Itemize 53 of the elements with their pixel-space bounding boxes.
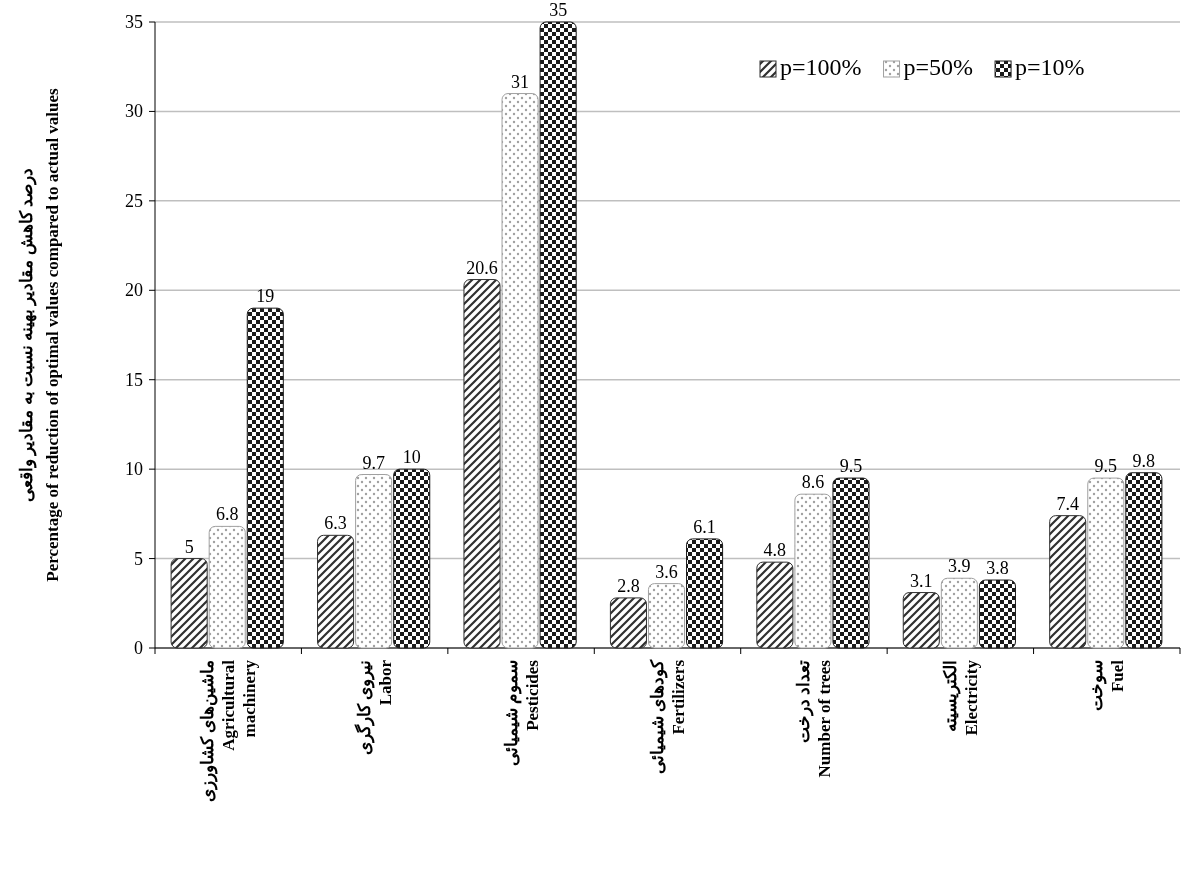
bar — [756, 561, 794, 649]
bar — [794, 493, 832, 649]
data-label: 10 — [402, 447, 421, 468]
data-label: 4.8 — [763, 540, 787, 561]
data-label: 9.5 — [839, 456, 863, 477]
bar — [1087, 477, 1125, 649]
bar — [686, 538, 724, 649]
bar — [539, 21, 577, 649]
bar — [208, 525, 246, 649]
bar — [647, 583, 686, 649]
y-tick-label: 25 — [125, 190, 143, 211]
data-label: 9.8 — [1132, 450, 1156, 471]
data-label: 6.3 — [324, 513, 347, 534]
y-tick-label: 10 — [125, 459, 143, 480]
data-label: 3.8 — [986, 558, 1009, 579]
data-label: 3.6 — [655, 561, 678, 582]
data-label: 8.6 — [801, 472, 825, 493]
data-label: 3.1 — [910, 570, 933, 591]
data-label: 2.8 — [617, 575, 640, 596]
legend-label: p=10% — [1015, 54, 1085, 80]
bar — [170, 558, 208, 649]
data-label: 3.9 — [948, 556, 971, 577]
legend-label: p=100% — [780, 54, 862, 80]
bar — [246, 307, 284, 649]
y-tick-label: 0 — [134, 638, 143, 658]
data-label: 5 — [184, 536, 194, 557]
y-tick-label: 15 — [125, 369, 143, 390]
bar — [978, 579, 1016, 649]
bar — [940, 577, 978, 649]
bar — [902, 592, 940, 649]
bar — [832, 477, 870, 649]
data-label: 31 — [511, 71, 530, 92]
bar — [317, 534, 355, 649]
y-tick-label: 20 — [125, 280, 143, 301]
y-tick-label: 30 — [125, 101, 143, 122]
data-label: 6.8 — [215, 504, 239, 525]
data-label: 9.5 — [1094, 456, 1118, 477]
bar — [393, 468, 431, 649]
bar — [609, 597, 647, 649]
data-label: 20.6 — [466, 257, 498, 278]
bar — [1049, 515, 1087, 649]
y-tick-label: 35 — [125, 12, 143, 32]
bar — [463, 279, 501, 649]
data-label: 7.4 — [1056, 493, 1079, 514]
bar — [501, 93, 539, 649]
data-label: 9.7 — [362, 452, 385, 473]
bar — [1125, 472, 1163, 649]
bar — [355, 474, 393, 649]
data-label: 35 — [549, 0, 568, 20]
legend-label: p=50% — [903, 54, 974, 80]
data-label: 6.1 — [693, 516, 716, 537]
data-label: 19 — [256, 286, 275, 307]
y-tick-label: 5 — [134, 548, 143, 569]
